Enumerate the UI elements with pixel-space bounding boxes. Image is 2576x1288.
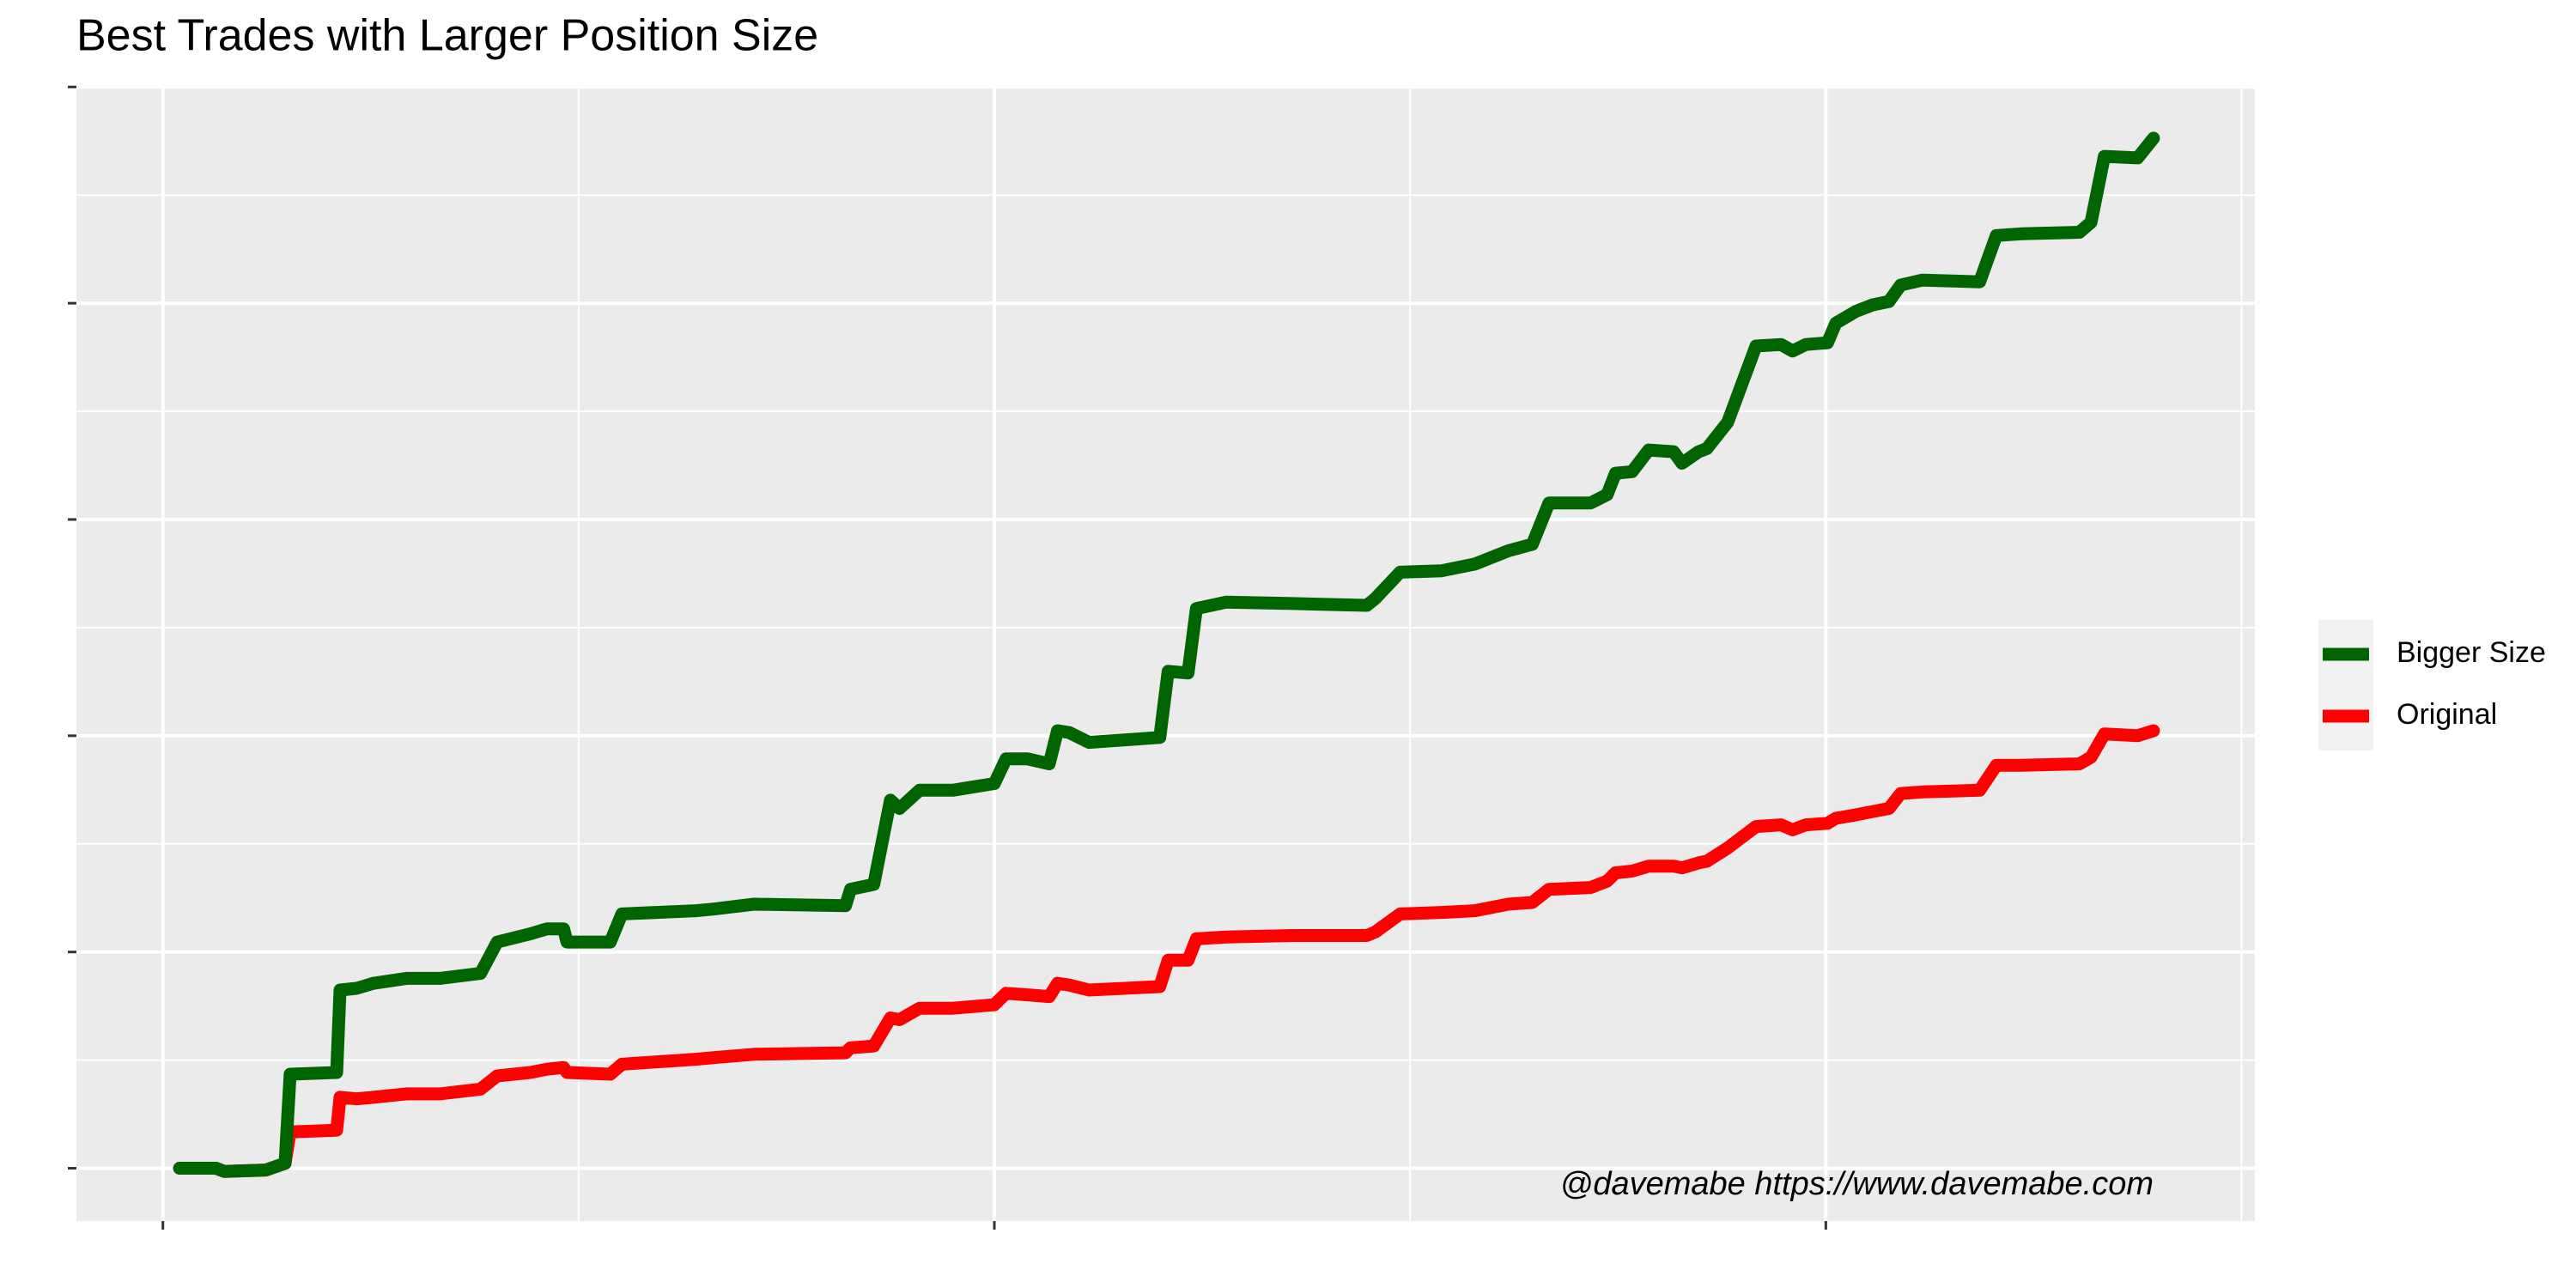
legend-label: Bigger Size <box>2397 636 2546 669</box>
chart-title: Best Trades with Larger Position Size <box>76 11 818 61</box>
legend-background <box>2318 620 2373 750</box>
legend-label: Original <box>2397 698 2497 731</box>
plot-background <box>76 86 2255 1221</box>
series-line <box>173 131 2160 1178</box>
annotation: @davemabe https://www.davemabe.com <box>1560 1166 2154 1202</box>
series-line <box>173 724 2160 1178</box>
